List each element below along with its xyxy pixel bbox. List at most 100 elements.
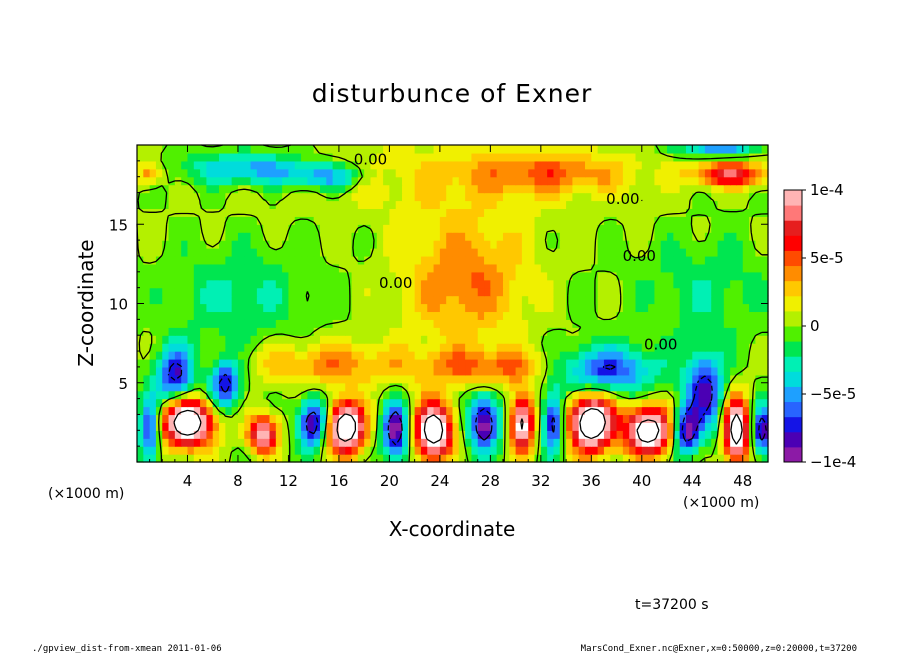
heatmap-cell xyxy=(566,232,573,241)
heatmap-cell xyxy=(603,366,611,376)
heatmap-cell xyxy=(610,446,618,455)
heatmap-cell xyxy=(206,248,214,257)
heatmap-cell xyxy=(534,216,542,225)
heatmap-cell xyxy=(162,152,170,162)
heatmap-cell xyxy=(521,279,529,289)
heatmap-cell xyxy=(288,414,296,423)
heatmap-cell xyxy=(219,232,226,241)
heatmap-cell xyxy=(326,358,334,368)
heatmap-cell xyxy=(244,168,252,178)
heatmap-cell xyxy=(452,200,460,209)
heatmap-cell xyxy=(509,192,517,202)
heatmap-cell xyxy=(294,232,302,241)
heatmap-cell xyxy=(692,152,700,162)
heatmap-cell xyxy=(641,358,649,368)
heatmap-cell xyxy=(471,398,479,408)
heatmap-cell xyxy=(269,335,277,344)
heatmap-cell xyxy=(755,255,763,265)
heatmap-cell xyxy=(749,351,756,360)
heatmap-cell xyxy=(521,184,529,194)
heatmap-cell xyxy=(692,248,700,257)
heatmap-cell xyxy=(187,184,195,194)
heatmap-cell xyxy=(439,168,447,178)
heatmap-cell xyxy=(187,454,195,463)
heatmap-cell xyxy=(502,279,510,289)
heatmap-cell xyxy=(263,454,271,463)
heatmap-cell xyxy=(376,263,384,273)
heatmap-cell xyxy=(174,287,182,297)
heatmap-cell xyxy=(174,271,182,281)
footer-left: ./gpview_dist-from-xmean 2011-01-06 xyxy=(32,644,222,654)
heatmap-cell xyxy=(149,295,157,305)
heatmap-cell xyxy=(471,303,479,313)
heatmap-cell xyxy=(502,271,510,281)
heatmap-cell xyxy=(578,208,586,217)
heatmap-cell xyxy=(667,152,674,162)
heatmap-cell xyxy=(250,366,258,376)
heatmap-cell xyxy=(231,406,239,416)
heatmap-cell xyxy=(370,295,378,305)
heatmap-cell xyxy=(635,216,643,225)
colorbar-tick-label: −1e-4 xyxy=(810,453,856,471)
heatmap-cell xyxy=(572,200,580,209)
heatmap-cell xyxy=(294,263,302,273)
heatmap-cell xyxy=(458,145,466,154)
heatmap-cell xyxy=(572,279,580,289)
heatmap-cell xyxy=(679,390,687,400)
heatmap-cell xyxy=(263,406,271,416)
heatmap-cell xyxy=(654,216,662,225)
heatmap-cell xyxy=(301,176,308,186)
heatmap-cell xyxy=(282,303,290,313)
heatmap-cell xyxy=(402,382,409,392)
heatmap-cell xyxy=(692,414,700,423)
heatmap-cell xyxy=(761,446,769,455)
heatmap-cell xyxy=(345,295,353,305)
heatmap-cell xyxy=(332,224,340,233)
heatmap-cell xyxy=(528,152,536,162)
heatmap-cell xyxy=(572,414,580,423)
heatmap-cell xyxy=(578,382,586,392)
heatmap-cell xyxy=(635,327,643,336)
heatmap-cell xyxy=(458,160,466,170)
heatmap-cell xyxy=(635,438,643,447)
heatmap-cell xyxy=(452,168,460,178)
heatmap-cell xyxy=(660,446,668,455)
heatmap-cell xyxy=(395,152,403,162)
heatmap-cell xyxy=(402,390,409,400)
heatmap-cell xyxy=(370,343,378,352)
heatmap-cell xyxy=(610,382,618,392)
heatmap-cell xyxy=(414,263,422,273)
heatmap-cell xyxy=(749,248,756,257)
heatmap-cell xyxy=(635,224,643,233)
heatmap-cell xyxy=(711,279,719,289)
heatmap-cell xyxy=(282,184,290,194)
heatmap-cell xyxy=(717,271,725,281)
heatmap-cell xyxy=(452,295,460,305)
heatmap-cell xyxy=(301,446,308,455)
heatmap-cell xyxy=(200,271,208,281)
heatmap-cell xyxy=(364,422,372,431)
heatmap-cell xyxy=(566,374,573,384)
heatmap-cell xyxy=(155,263,163,273)
heatmap-cell xyxy=(364,390,372,400)
heatmap-cell xyxy=(559,279,567,289)
heatmap-cell xyxy=(553,374,561,384)
heatmap-cell xyxy=(395,366,403,376)
heatmap-cell xyxy=(717,398,725,408)
heatmap-cell xyxy=(137,295,144,305)
heatmap-cell xyxy=(692,224,700,233)
heatmap-cell xyxy=(648,382,656,392)
heatmap-cell xyxy=(244,406,252,416)
heatmap-cell xyxy=(206,192,214,202)
heatmap-cell xyxy=(622,216,630,225)
heatmap-cell xyxy=(143,430,151,439)
heatmap-cell xyxy=(319,160,327,170)
heatmap-cell xyxy=(629,343,637,352)
heatmap-cell xyxy=(313,200,321,209)
heatmap-cell xyxy=(212,255,220,265)
heatmap-cell xyxy=(364,271,372,281)
heatmap-cell xyxy=(420,200,428,209)
heatmap-cell xyxy=(376,382,384,392)
heatmap-cell xyxy=(427,200,435,209)
heatmap-cell xyxy=(162,430,170,439)
